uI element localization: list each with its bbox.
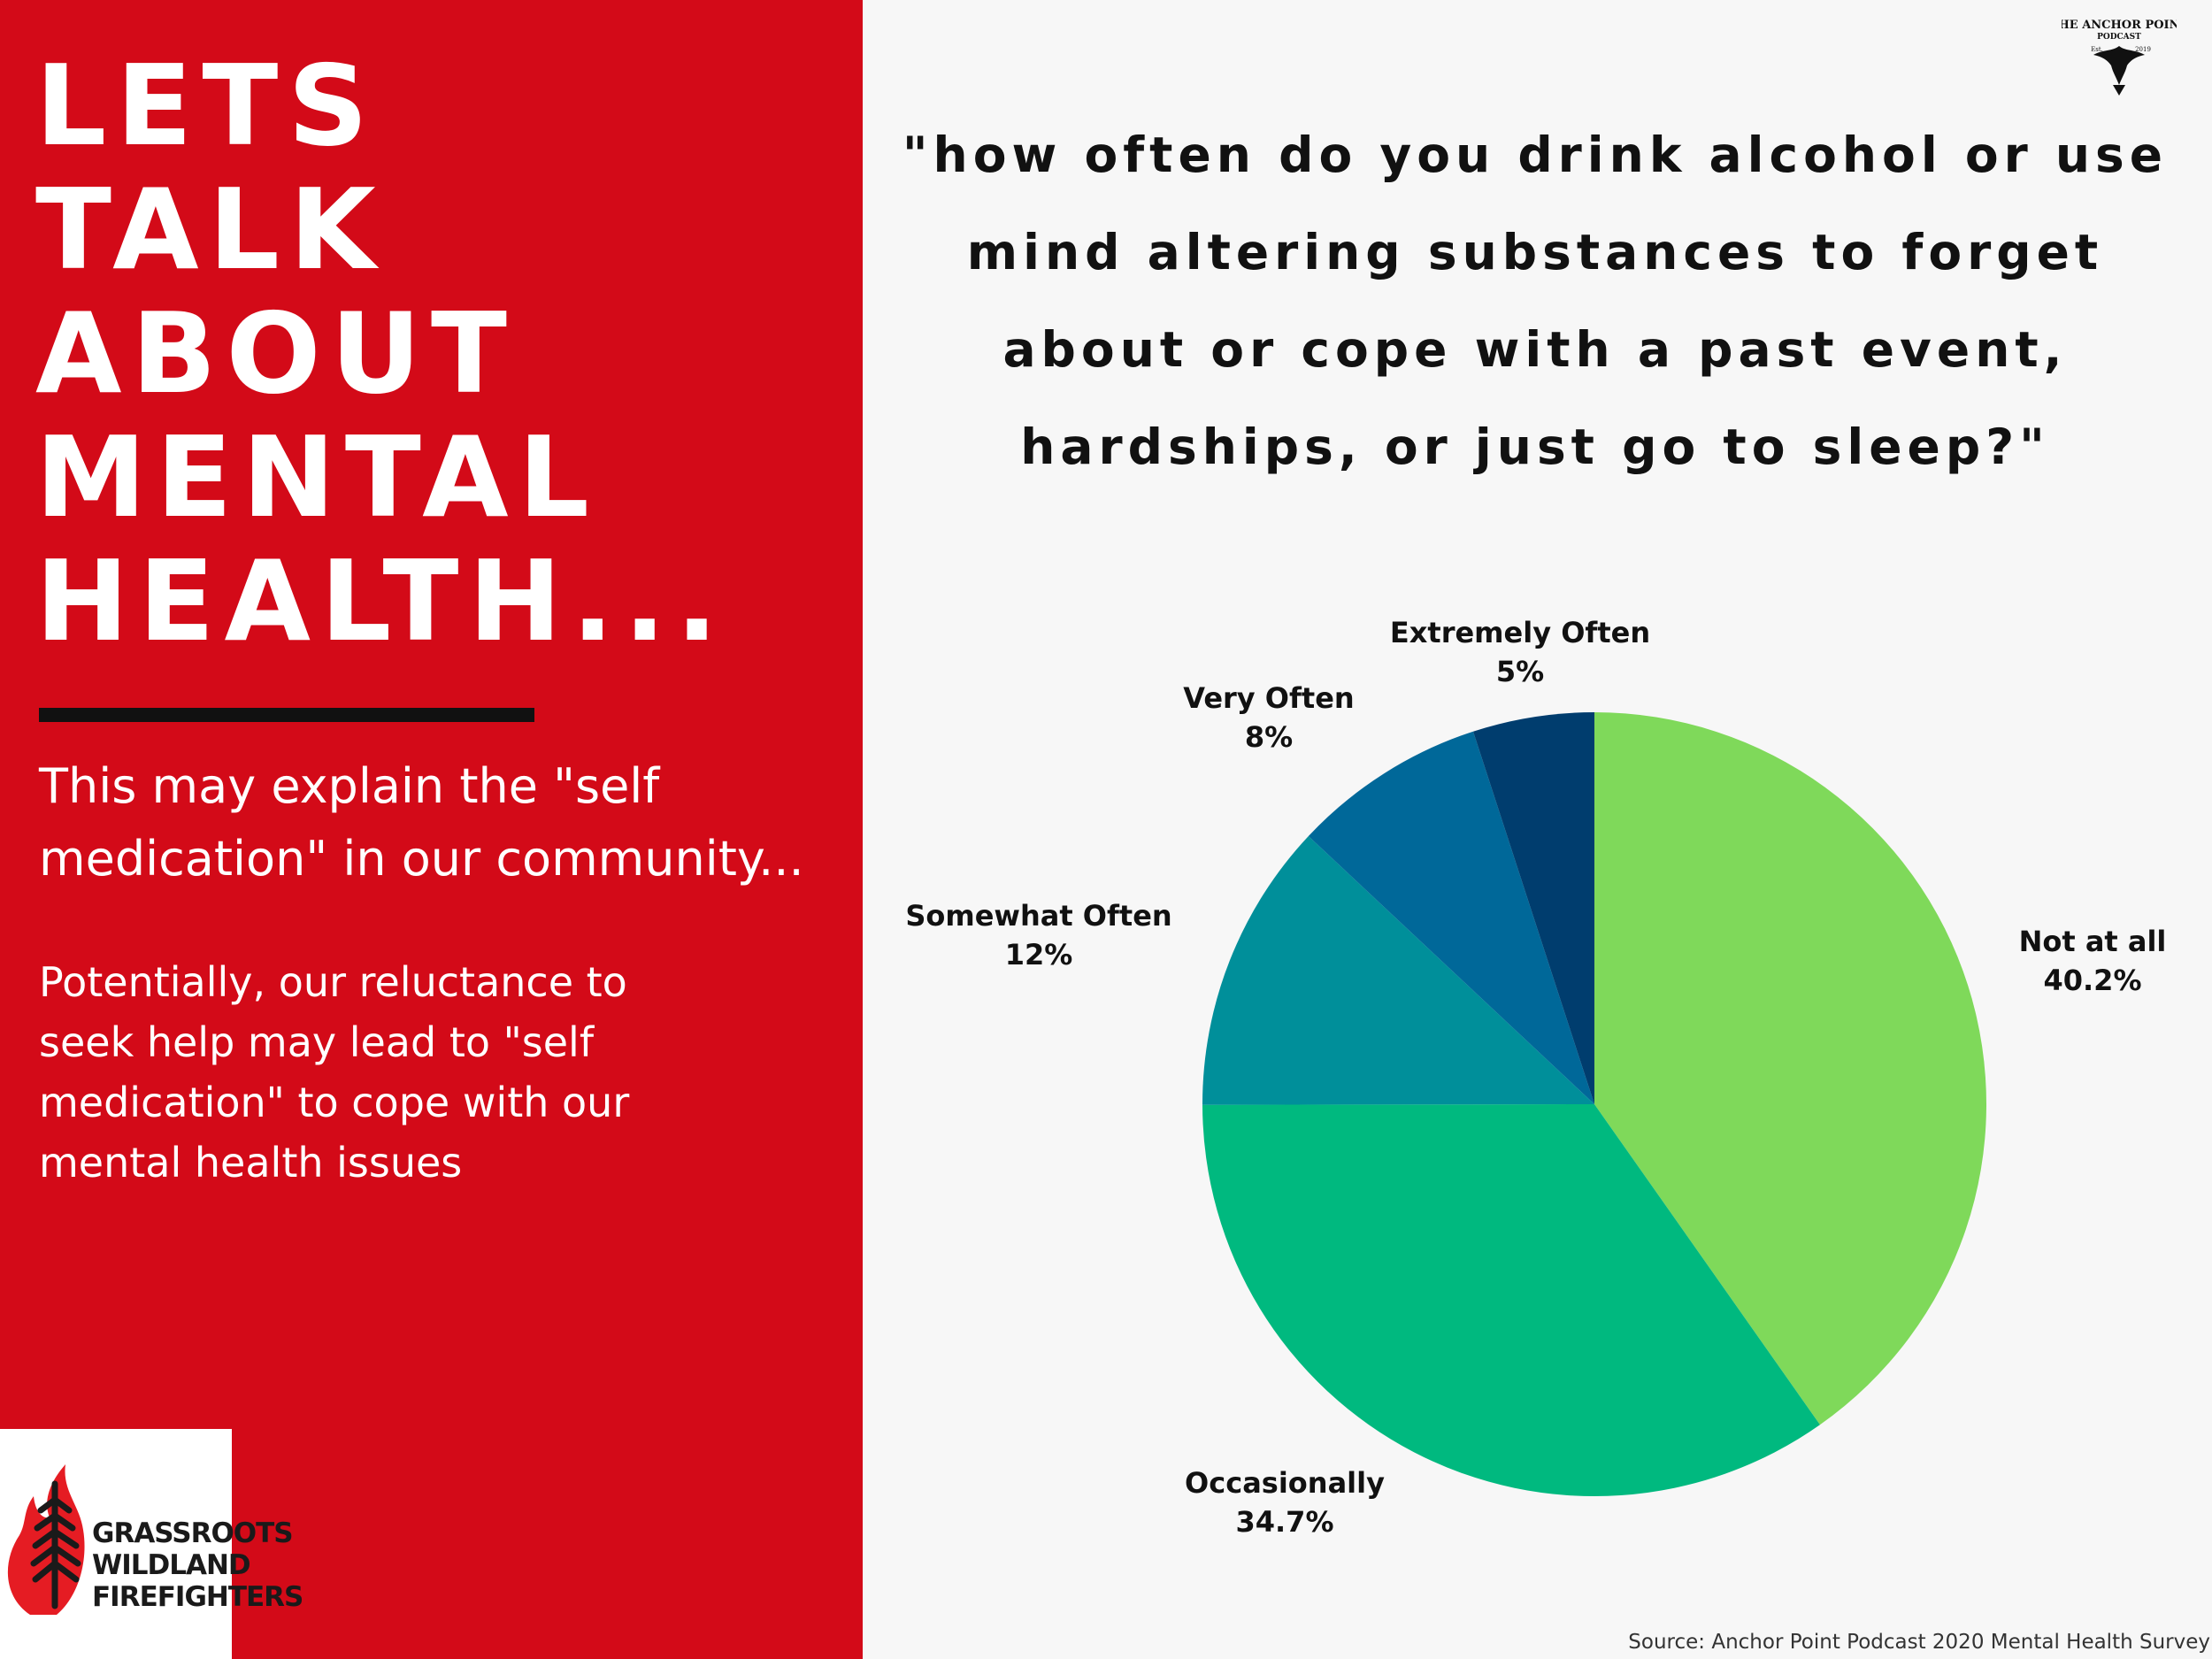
flame-tree-icon (7, 1464, 85, 1615)
pie-slice-very-often (1308, 731, 1594, 1104)
pie-slice-occasionally (1202, 1104, 1820, 1497)
eagle-icon (2093, 46, 2145, 96)
headline-line: HEALTH... (35, 536, 728, 666)
slice-value-label: 12% (1005, 938, 1073, 972)
divider (39, 708, 534, 722)
logo-subtitle: PODCAST (2097, 33, 2141, 42)
body-text: Potentially, our reluctance to seek help… (39, 958, 630, 1187)
pie-labels: Not at all 40.2% Occasionally 34.7% Somewhat… (905, 616, 2166, 1539)
logo-title: THE ANCHOR POINT (2062, 19, 2177, 32)
pie-slice-not-at-all (1594, 712, 1986, 1425)
slice-label: Somewhat Often (905, 899, 1171, 933)
logo-year: 2019 (2135, 46, 2151, 53)
logo-est: Est. (2091, 46, 2103, 53)
slice-label: Not at all (2019, 925, 2167, 958)
pie-slices (1202, 712, 1986, 1497)
source-note: Source: Anchor Point Podcast 2020 Mental… (1628, 1631, 2210, 1654)
slice-value-label: 8% (1245, 720, 1293, 754)
slice-value-label: 34.7% (1235, 1505, 1333, 1539)
logo-text-line: GRASSROOTS (92, 1517, 294, 1549)
pie-slice-extremely-often (1472, 712, 1594, 1104)
logo-text-line: FIREFIGHTERS (92, 1581, 303, 1613)
headline: LETS TALK ABOUT MENTAL HEALTH... (35, 44, 727, 664)
headline-line: ABOUT (35, 288, 517, 419)
slice-label: Occasionally (1185, 1466, 1385, 1500)
slice-label: Very Often (1183, 681, 1354, 715)
left-panel: LETS TALK ABOUT MENTAL HEALTH... This ma… (0, 0, 863, 1659)
headline-line: MENTAL (35, 412, 599, 542)
headline-line: TALK (35, 165, 386, 295)
slice-value-label: 40.2% (2043, 964, 2141, 997)
headline-line: LETS (35, 41, 379, 171)
slice-label: Extremely Often (1390, 616, 1650, 649)
subheading: This may explain the "self medication" i… (39, 758, 804, 887)
chart-title: "how often do you drink alcohol or use m… (902, 127, 2169, 475)
slice-value-label: 5% (1496, 655, 1544, 688)
grassroots-wildland-firefighters-logo: GRASSROOTS WILDLAND FIREFIGHTERS (0, 1429, 303, 1659)
anchor-point-podcast-logo: THE ANCHOR POINT PODCAST Est. 2019 (2062, 19, 2177, 96)
pie-slice-somewhat-often (1202, 836, 1594, 1105)
logo-text: GRASSROOTS WILDLAND FIREFIGHTERS (92, 1517, 303, 1613)
logo-text-line: WILDLAND (92, 1549, 251, 1581)
